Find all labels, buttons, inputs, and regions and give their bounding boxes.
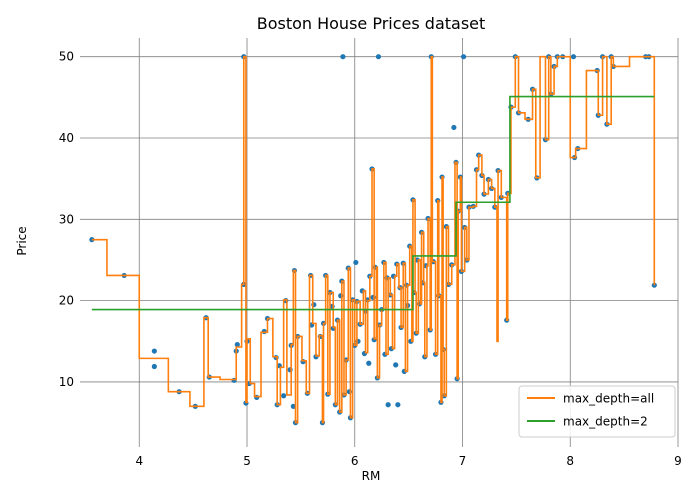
series-lines (91, 55, 656, 424)
x-axis-label: RM (362, 469, 381, 483)
legend-label-max-depth-all: max_depth=all (563, 392, 654, 406)
legend-frame (518, 385, 676, 438)
y-tick-label: 50 (59, 50, 74, 64)
y-tick-label: 10 (59, 375, 74, 389)
data-point (353, 259, 359, 266)
data-point (340, 54, 346, 60)
x-tick-label: 5 (243, 454, 251, 468)
data-point (570, 54, 577, 60)
data-point (460, 54, 467, 60)
data-point (385, 402, 391, 408)
x-tick-label: 7 (459, 454, 467, 468)
x-tick-label: 8 (566, 454, 574, 468)
data-point (395, 402, 401, 408)
y-tick-label: 20 (59, 294, 74, 308)
x-tick-label: 4 (135, 454, 143, 468)
x-tick-label: 9 (674, 454, 682, 468)
data-point (281, 393, 287, 399)
data-point (375, 54, 382, 60)
data-point (451, 124, 457, 131)
data-point (393, 362, 399, 368)
x-grid (138, 38, 679, 447)
data-point (290, 403, 296, 409)
x-tick-labels: 4 5 6 7 8 9 (135, 454, 681, 468)
y-tick-labels: 10 20 30 40 50 (59, 50, 74, 389)
legend: max_depth=all max_depth=2 (518, 385, 676, 438)
x-tick-label: 6 (351, 454, 359, 468)
y-tick-label: 40 (59, 131, 74, 145)
data-point (261, 328, 267, 335)
legend-label-max-depth-2: max_depth=2 (563, 415, 648, 429)
data-point (151, 348, 157, 354)
y-tick-label: 30 (59, 212, 74, 226)
data-point (151, 363, 157, 370)
chart-title: Boston House Prices dataset (257, 14, 486, 33)
data-point (366, 360, 372, 366)
data-point (234, 341, 240, 348)
y-axis-label: Price (15, 226, 29, 255)
series-line-max-depth-2 (91, 95, 655, 311)
series-line-max-depth-all (91, 55, 656, 424)
